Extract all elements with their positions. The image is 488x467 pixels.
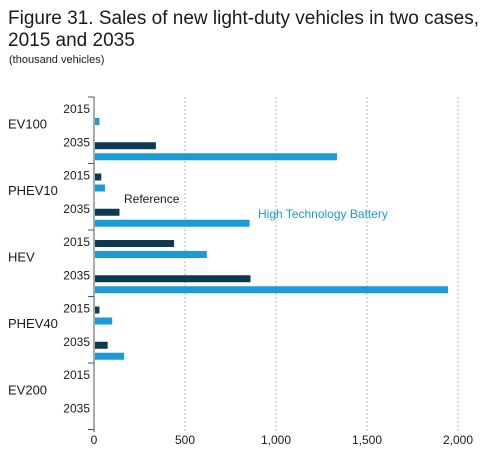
bar-ev100-2015-high-tech-battery [95,118,100,125]
annotation-reference: Reference [124,192,180,206]
year-label: 2015 [63,102,90,116]
group-label-hev: HEV [8,249,35,264]
bar-phev10-2035-reference [95,208,120,216]
bar-hev-2035-high-tech-battery [95,286,448,294]
bar-phev10-2035-high-tech-battery [95,219,250,227]
chart-subtitle: (thousand vehicles) [9,54,105,66]
group-label-ev100: EV100 [8,116,47,131]
year-label: 2015 [63,368,90,382]
bar-phev40-2035-reference [95,341,108,349]
bar-phev40-2015-reference [95,306,100,314]
chart-title: Figure 31. Sales of new light-duty vehic… [8,8,480,51]
group-label-phev40: PHEV40 [8,316,58,331]
x-tick-label: 0 [91,433,98,447]
bar-hev-2015-high-tech-battery [95,251,207,258]
bar-phev40-2035-high-tech-battery [95,352,125,360]
x-tick-label: 1,500 [352,433,382,447]
x-tick-label: 2,000 [443,433,473,447]
bar-hev-2015-reference [95,240,175,247]
bar-phev40-2015-high-tech-battery [95,317,113,325]
group-label-ev200: EV200 [8,382,47,397]
year-label: 2035 [63,401,90,415]
year-label: 2015 [63,169,90,183]
year-label: 2035 [63,135,90,149]
bar-hev-2035-reference [95,275,251,283]
year-label: 2035 [63,268,90,282]
year-label: 2035 [63,335,90,349]
bar-phev10-2015-high-tech-battery [95,184,105,192]
annotation-high-technology-battery: High Technology Battery [258,207,388,221]
x-tick-label: 500 [175,433,195,447]
bar-ev100-2035-high-tech-battery [95,153,337,161]
bar-ev100-2035-reference [95,142,156,150]
x-tick-label: 1,000 [261,433,291,447]
bar-phev10-2015-reference [95,173,102,181]
year-label: 2015 [63,302,90,316]
year-label: 2035 [63,202,90,216]
group-label-phev10: PHEV10 [8,183,58,198]
year-label: 2015 [63,235,90,249]
